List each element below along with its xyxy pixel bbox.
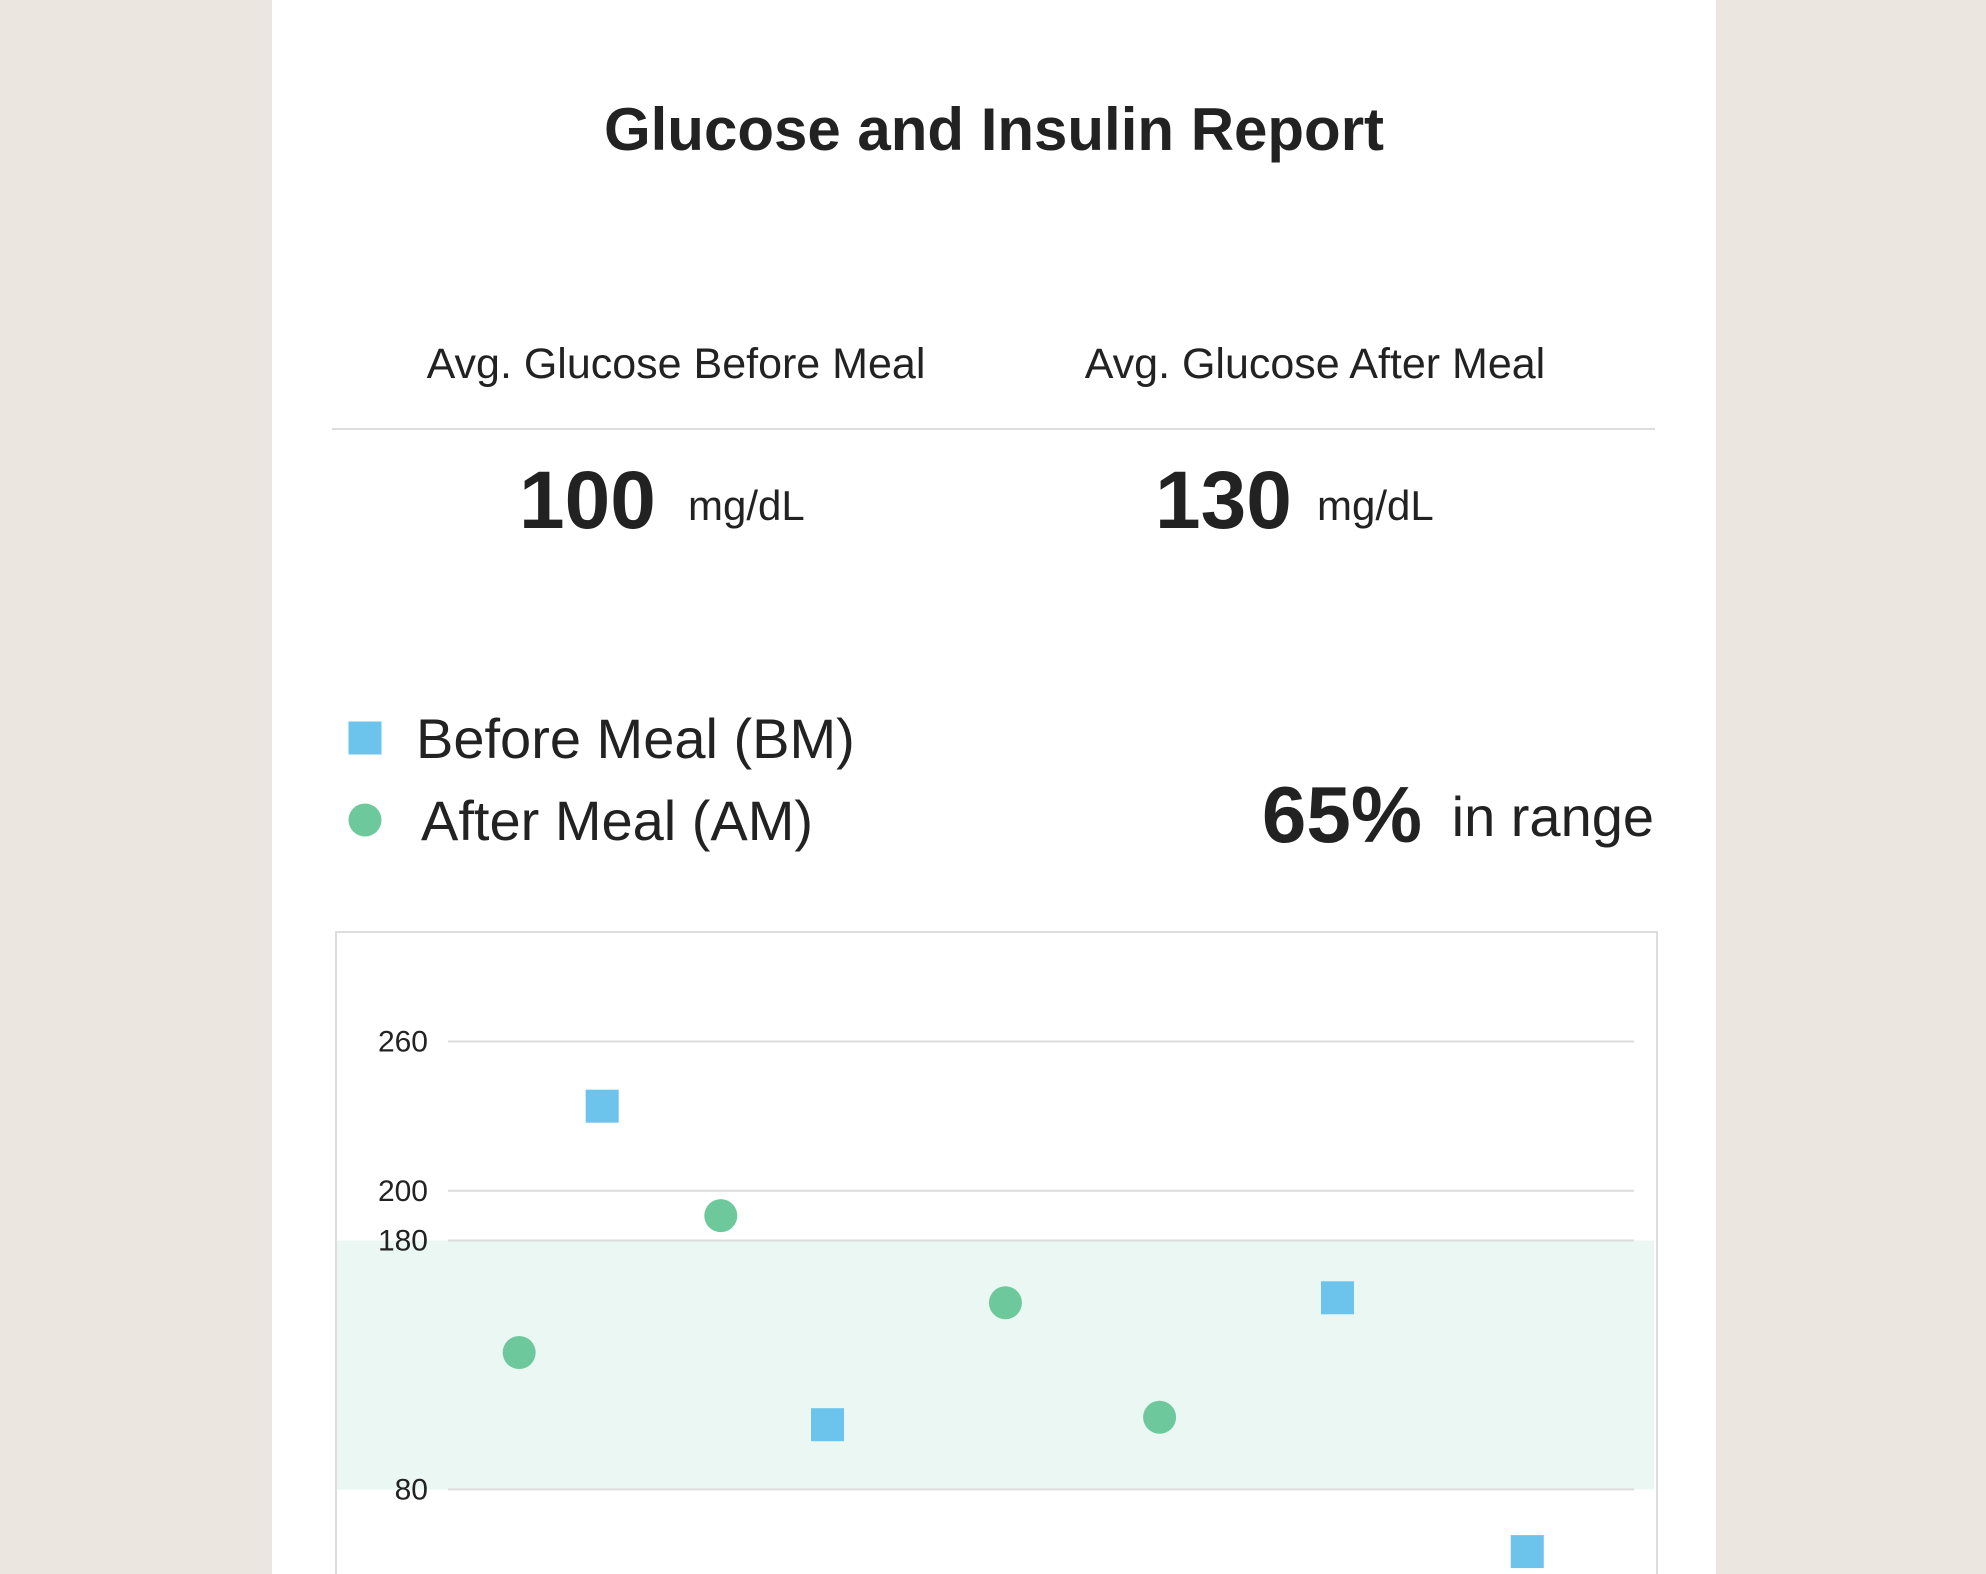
point xyxy=(1510,1535,1544,1569)
point xyxy=(1321,1281,1354,1315)
in-range-value: 65% xyxy=(1262,770,1422,859)
y-tick-label: 200 xyxy=(378,1175,428,1208)
stat-label: Avg. Glucose After Meal xyxy=(1085,340,1546,388)
point xyxy=(502,1336,536,1370)
y-tick-label: 180 xyxy=(378,1225,428,1258)
stat-unit: mg/dL xyxy=(1317,482,1434,529)
y-tick-label: 260 xyxy=(378,1025,428,1058)
legend-marker xyxy=(348,803,382,837)
target-range xyxy=(337,1240,1654,1490)
stat-value: 130 xyxy=(1155,455,1292,546)
legend-label: After Meal (AM) xyxy=(421,789,813,852)
title: Glucose and Insulin Report xyxy=(604,96,1384,163)
point xyxy=(1143,1400,1177,1434)
in-range-label: in range xyxy=(1452,785,1654,848)
point xyxy=(988,1286,1022,1320)
stat-unit: mg/dL xyxy=(688,482,805,529)
legend-label: Before Meal (BM) xyxy=(416,707,855,770)
stat-label: Avg. Glucose Before Meal xyxy=(427,340,926,388)
point xyxy=(585,1089,619,1123)
stat-value: 100 xyxy=(519,455,656,546)
legend-marker xyxy=(348,721,382,755)
point xyxy=(704,1199,738,1233)
point xyxy=(811,1408,845,1442)
y-tick-label: 80 xyxy=(395,1473,428,1506)
